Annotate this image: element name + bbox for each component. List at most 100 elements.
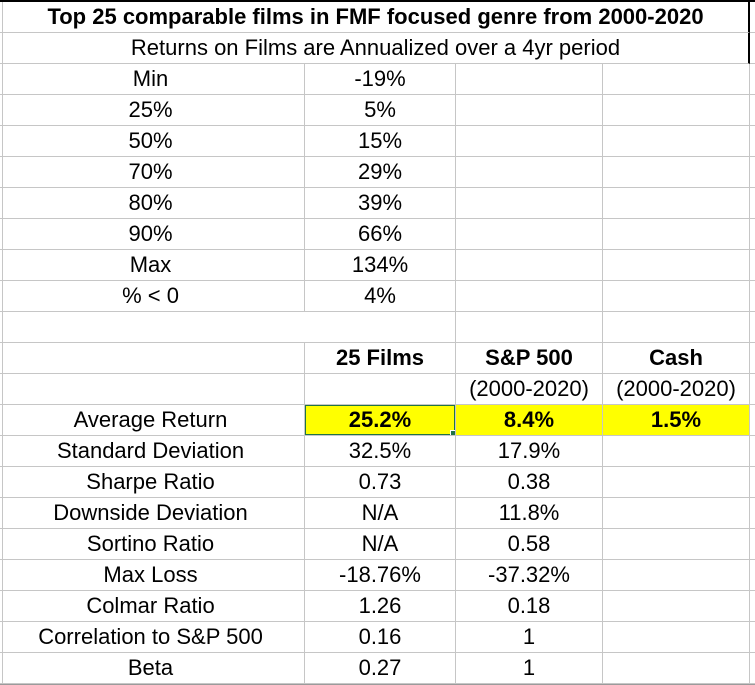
column-header-sp500[interactable]: S&P 500 (456, 343, 603, 374)
average-return-cash-cell[interactable]: 1.5% (603, 405, 750, 436)
min-label-cell[interactable]: Min (3, 64, 305, 95)
grid-sliver (0, 498, 3, 529)
empty-cell[interactable] (3, 374, 305, 405)
empty-cell[interactable] (603, 64, 750, 95)
downside-deviation-25films-cell[interactable]: N/A (305, 498, 456, 529)
grid-sliver (0, 250, 3, 281)
p70-value-cell[interactable]: 29% (305, 157, 456, 188)
empty-cell[interactable] (456, 250, 603, 281)
empty-cell[interactable] (603, 622, 750, 653)
subheader-25-films[interactable] (305, 374, 456, 405)
max-loss-sp500-cell[interactable]: -37.32% (456, 560, 603, 591)
grid-sliver (0, 95, 3, 126)
sheet-title-cell[interactable]: Top 25 comparable films in FMF focused g… (3, 2, 750, 33)
sharpe-ratio-label-cell[interactable]: Sharpe Ratio (3, 467, 305, 498)
p80-value-cell[interactable]: 39% (305, 188, 456, 219)
grid-sliver (750, 64, 755, 95)
grid-sliver (750, 219, 755, 250)
downside-deviation-sp500-cell[interactable]: 11.8% (456, 498, 603, 529)
empty-cell[interactable] (456, 157, 603, 188)
grid-sliver (0, 622, 3, 653)
subheader-sp500[interactable]: (2000-2020) (456, 374, 603, 405)
empty-cell[interactable] (603, 219, 750, 250)
empty-cell[interactable] (603, 281, 750, 312)
empty-cell[interactable] (603, 436, 750, 467)
grid-sliver (750, 436, 755, 467)
average-return-label-cell[interactable]: Average Return (3, 405, 305, 436)
correlation-25films-cell[interactable]: 0.16 (305, 622, 456, 653)
row-max-loss: Max Loss -18.76% -37.32% (0, 560, 755, 591)
empty-cell[interactable] (3, 312, 456, 343)
empty-cell[interactable] (456, 95, 603, 126)
sortino-ratio-sp500-cell[interactable]: 0.58 (456, 529, 603, 560)
column-header-25-films[interactable]: 25 Films (305, 343, 456, 374)
row-subtitle: Returns on Films are Annualized over a 4… (0, 33, 755, 64)
p80-label-cell[interactable]: 80% (3, 188, 305, 219)
fill-handle[interactable] (450, 430, 455, 435)
empty-cell[interactable] (603, 250, 750, 281)
empty-cell[interactable] (456, 219, 603, 250)
p25-label-cell[interactable]: 25% (3, 95, 305, 126)
empty-cell[interactable] (603, 188, 750, 219)
grid-sliver (750, 653, 755, 684)
empty-cell[interactable] (456, 312, 603, 343)
grid-sliver (0, 529, 3, 560)
empty-cell[interactable] (603, 591, 750, 622)
empty-cell[interactable] (603, 529, 750, 560)
max-label-cell[interactable]: Max (3, 250, 305, 281)
empty-cell[interactable] (603, 653, 750, 684)
empty-cell[interactable] (603, 467, 750, 498)
average-return-sp500-cell[interactable]: 8.4% (456, 405, 603, 436)
grid-sliver (750, 374, 755, 405)
pct-below-zero-label-cell[interactable]: % < 0 (3, 281, 305, 312)
p50-label-cell[interactable]: 50% (3, 126, 305, 157)
empty-cell[interactable] (456, 188, 603, 219)
sortino-ratio-25films-cell[interactable]: N/A (305, 529, 456, 560)
p70-label-cell[interactable]: 70% (3, 157, 305, 188)
beta-25films-cell[interactable]: 0.27 (305, 653, 456, 684)
beta-sp500-cell[interactable]: 1 (456, 653, 603, 684)
p50-value-cell[interactable]: 15% (305, 126, 456, 157)
empty-cell[interactable] (3, 343, 305, 374)
grid-sliver (0, 2, 3, 33)
grid-sliver (0, 126, 3, 157)
max-loss-25films-cell[interactable]: -18.76% (305, 560, 456, 591)
pct-below-zero-value-cell[interactable]: 4% (305, 281, 456, 312)
subheader-cash[interactable]: (2000-2020) (603, 374, 750, 405)
correlation-label-cell[interactable]: Correlation to S&P 500 (3, 622, 305, 653)
empty-cell[interactable] (603, 498, 750, 529)
empty-cell[interactable] (456, 64, 603, 95)
p90-label-cell[interactable]: 90% (3, 219, 305, 250)
sortino-ratio-label-cell[interactable]: Sortino Ratio (3, 529, 305, 560)
standard-deviation-sp500-cell[interactable]: 17.9% (456, 436, 603, 467)
downside-deviation-label-cell[interactable]: Downside Deviation (3, 498, 305, 529)
colmar-ratio-sp500-cell[interactable]: 0.18 (456, 591, 603, 622)
max-value-cell[interactable]: 134% (305, 250, 456, 281)
empty-cell[interactable] (603, 312, 750, 343)
sharpe-ratio-25films-cell[interactable]: 0.73 (305, 467, 456, 498)
average-return-25films-cell-selected[interactable]: 25.2% (305, 405, 456, 436)
standard-deviation-label-cell[interactable]: Standard Deviation (3, 436, 305, 467)
correlation-sp500-cell[interactable]: 1 (456, 622, 603, 653)
grid-sliver (0, 374, 3, 405)
empty-cell[interactable] (603, 560, 750, 591)
colmar-ratio-25films-cell[interactable]: 1.26 (305, 591, 456, 622)
grid-sliver (0, 405, 3, 436)
standard-deviation-25films-cell[interactable]: 32.5% (305, 436, 456, 467)
sharpe-ratio-sp500-cell[interactable]: 0.38 (456, 467, 603, 498)
colmar-ratio-label-cell[interactable]: Colmar Ratio (3, 591, 305, 622)
column-header-cash[interactable]: Cash (603, 343, 750, 374)
beta-label-cell[interactable]: Beta (3, 653, 305, 684)
empty-cell[interactable] (456, 281, 603, 312)
max-loss-label-cell[interactable]: Max Loss (3, 560, 305, 591)
empty-cell[interactable] (603, 95, 750, 126)
p25-value-cell[interactable]: 5% (305, 95, 456, 126)
grid-sliver (750, 250, 755, 281)
empty-cell[interactable] (603, 157, 750, 188)
p90-value-cell[interactable]: 66% (305, 219, 456, 250)
sheet-subtitle-cell[interactable]: Returns on Films are Annualized over a 4… (3, 33, 750, 64)
empty-cell[interactable] (456, 126, 603, 157)
empty-cell[interactable] (603, 126, 750, 157)
grid-sliver (0, 436, 3, 467)
min-value-cell[interactable]: -19% (305, 64, 456, 95)
